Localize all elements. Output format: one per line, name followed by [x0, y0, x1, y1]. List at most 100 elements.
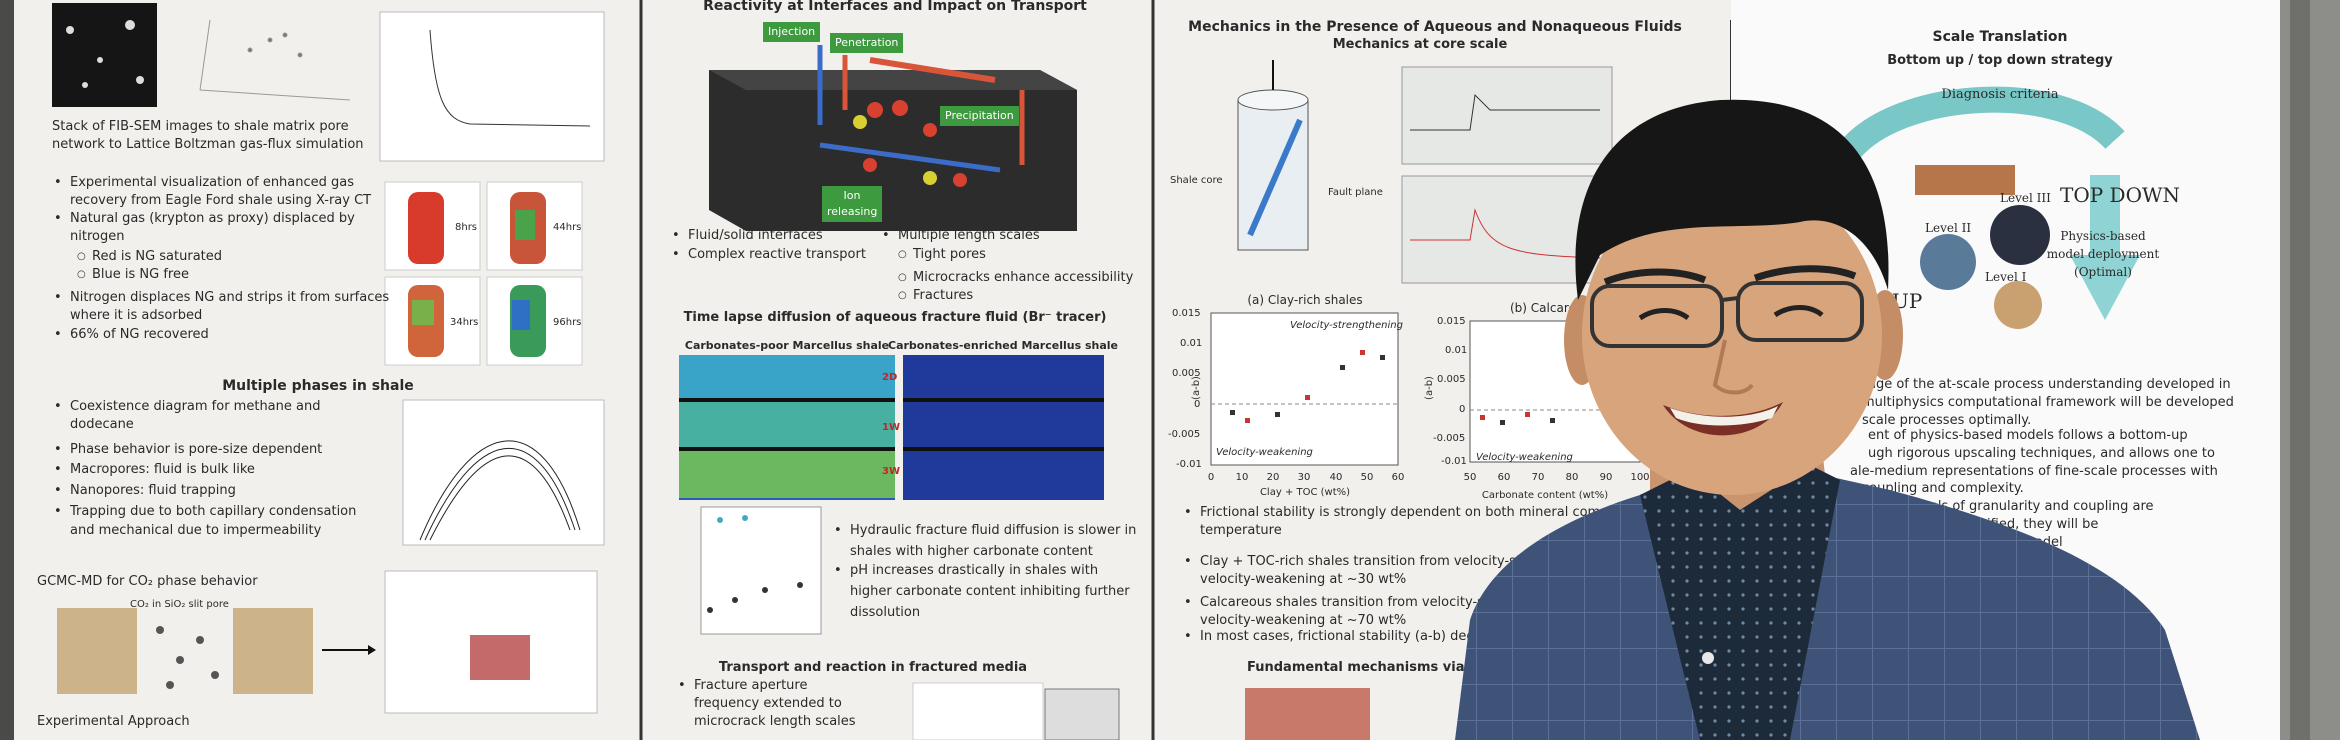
diagram-label: Penetration [830, 33, 904, 53]
nose [1712, 339, 1754, 395]
panel-label: (a) Clay-rich shales [1247, 293, 1363, 307]
subtitle: Bottom up / top down strategy [1887, 53, 2113, 68]
fault-plane [1247, 118, 1303, 237]
label: TOP DOWN [2060, 183, 2181, 207]
bullet: Hydraulic fracture fluid diffusion is sl… [834, 523, 1136, 539]
block-top [709, 70, 1077, 90]
sub-bullet: Fractures [898, 288, 973, 304]
arrow-head [368, 645, 376, 655]
tick-label: 50 [1360, 472, 1374, 483]
ph-chart [700, 506, 822, 635]
time-label: 1W [882, 422, 900, 433]
tick-label: 0.015 [1437, 316, 1466, 327]
flow-arrow [819, 142, 1001, 173]
bullet-line: dissolution [850, 605, 921, 620]
paragraph-line: ale-medium representations of fine-scale… [1850, 464, 2218, 479]
bullet: Complex reactive transport [672, 247, 866, 263]
flow-arrow [869, 57, 996, 83]
fib-sem-image [52, 3, 157, 107]
bullet-line: temperature [1200, 523, 1282, 538]
pore-image [470, 635, 530, 680]
bullet: 66% of NG recovered [54, 327, 209, 343]
sub-bullet: Blue is NG free [77, 267, 189, 283]
time-label: 3W [882, 466, 900, 477]
diagram-label: Injection [763, 22, 821, 42]
tick-label: 0 [1207, 472, 1215, 483]
label: model deployment [2046, 247, 2160, 261]
paragraph-line: coupling and complexity. [1862, 481, 2024, 496]
tick-label: 0 [1194, 399, 1201, 410]
footer: Experimental Approach [37, 714, 190, 729]
bullet: Natural gas (krypton as proxy) displaced… [54, 211, 355, 227]
flux-chart [379, 11, 605, 162]
tick-label: 60 [1391, 472, 1405, 483]
level-image [1990, 205, 2050, 265]
ct-time: 44hrs [553, 222, 582, 233]
tick-label: 0.005 [1172, 368, 1201, 379]
ct-time: 34hrs [450, 317, 479, 328]
label: Physics-based [2060, 229, 2146, 243]
paragraph-line: multiphysics computational framework wil… [1862, 395, 2234, 410]
level-label: Level II [1925, 221, 1972, 235]
tick-label: 40 [1329, 472, 1343, 483]
tick-label: 20 [1266, 472, 1280, 483]
subtitle: Mechanics at core scale [1332, 37, 1508, 52]
level-label: Level I [1985, 270, 2027, 284]
pore-network [199, 19, 351, 101]
tick-label: 10 [1235, 472, 1249, 483]
glasses-bridge [1721, 296, 1739, 302]
diffusion-band [679, 400, 895, 448]
axis-label: Clay + TOC (wt%) [1259, 487, 1351, 498]
diffusion-enriched [903, 355, 1104, 500]
eye [1638, 308, 1690, 321]
heading: Multiple phases in shale [222, 378, 414, 394]
heading: Fundamental mechanisms via Mole [1247, 660, 1505, 675]
eye [1773, 305, 1824, 318]
paragraph-line: ent of physics-based models follows a bo… [1868, 428, 2188, 443]
heading: GCMC-MD for CO₂ phase behavior [37, 574, 258, 589]
bullet-line: recovery from Eagle Ford shale using X-r… [70, 193, 372, 208]
left-edge [0, 0, 14, 740]
ct-time: 96hrs [553, 317, 582, 328]
bullet: Frictional stability is strongly depende… [1184, 505, 1680, 521]
pores [66, 20, 144, 88]
caption: network to Lattice Boltzman gas-flux sim… [52, 137, 364, 152]
tick-label: -0.005 [1168, 429, 1201, 440]
chart-a-points [1230, 350, 1385, 423]
friction-curve [1410, 93, 1600, 131]
ph-points [707, 515, 803, 613]
region-label: Velocity-weakening [1216, 447, 1313, 458]
glasses-lens [1736, 281, 1864, 342]
section-title: Scale Translation [1932, 29, 2068, 45]
bullet: Macropores: fluid is bulk like [54, 462, 255, 478]
paragraph-line: age of the at-scale process understandin… [1868, 377, 2231, 392]
bullet-line: where it is adsorbed [70, 308, 203, 323]
bullet-line: and mechanical due to impermeability [70, 523, 322, 538]
bullet-line: dodecane [70, 417, 134, 432]
bullet: Fracture aperture [678, 678, 808, 694]
chart-b-points [1480, 412, 1555, 425]
region-label: Velocity-strengthening [1290, 320, 1403, 331]
aperture-table [1044, 688, 1120, 740]
heading: Time lapse diffusion of aqueous fracture… [683, 310, 1107, 325]
tick-label: 0 [1459, 404, 1466, 415]
bullet: Phase behavior is pore-size dependent [54, 442, 322, 458]
ct-scans [384, 181, 583, 366]
sub-bullet: Red is NG saturated [77, 249, 222, 265]
diffusion-band [679, 355, 895, 400]
bullet: In most cases, frictional stability (a-b… [1184, 629, 1494, 645]
particles [853, 100, 967, 187]
heading: Transport and reaction in fractured medi… [718, 660, 1028, 675]
tick-label: 50 [1463, 472, 1477, 483]
tick-label: 100 [1630, 472, 1650, 483]
bullet-line: velocity-weakening at ~70 wt% [1200, 613, 1407, 628]
tick-label: 0.015 [1172, 308, 1201, 319]
bullet: Experimental visualization of enhanced g… [54, 175, 354, 191]
tick-label: 60 [1497, 472, 1511, 483]
paragraph-line: scale processes optimally. [1862, 413, 2032, 428]
caption: Stack of FIB-SEM images to shale matrix … [52, 119, 349, 134]
label: Shale core [1170, 175, 1223, 186]
panel-title: Carbonates-poor Marcellus shale [684, 339, 890, 352]
jacket-right [1770, 470, 2200, 740]
